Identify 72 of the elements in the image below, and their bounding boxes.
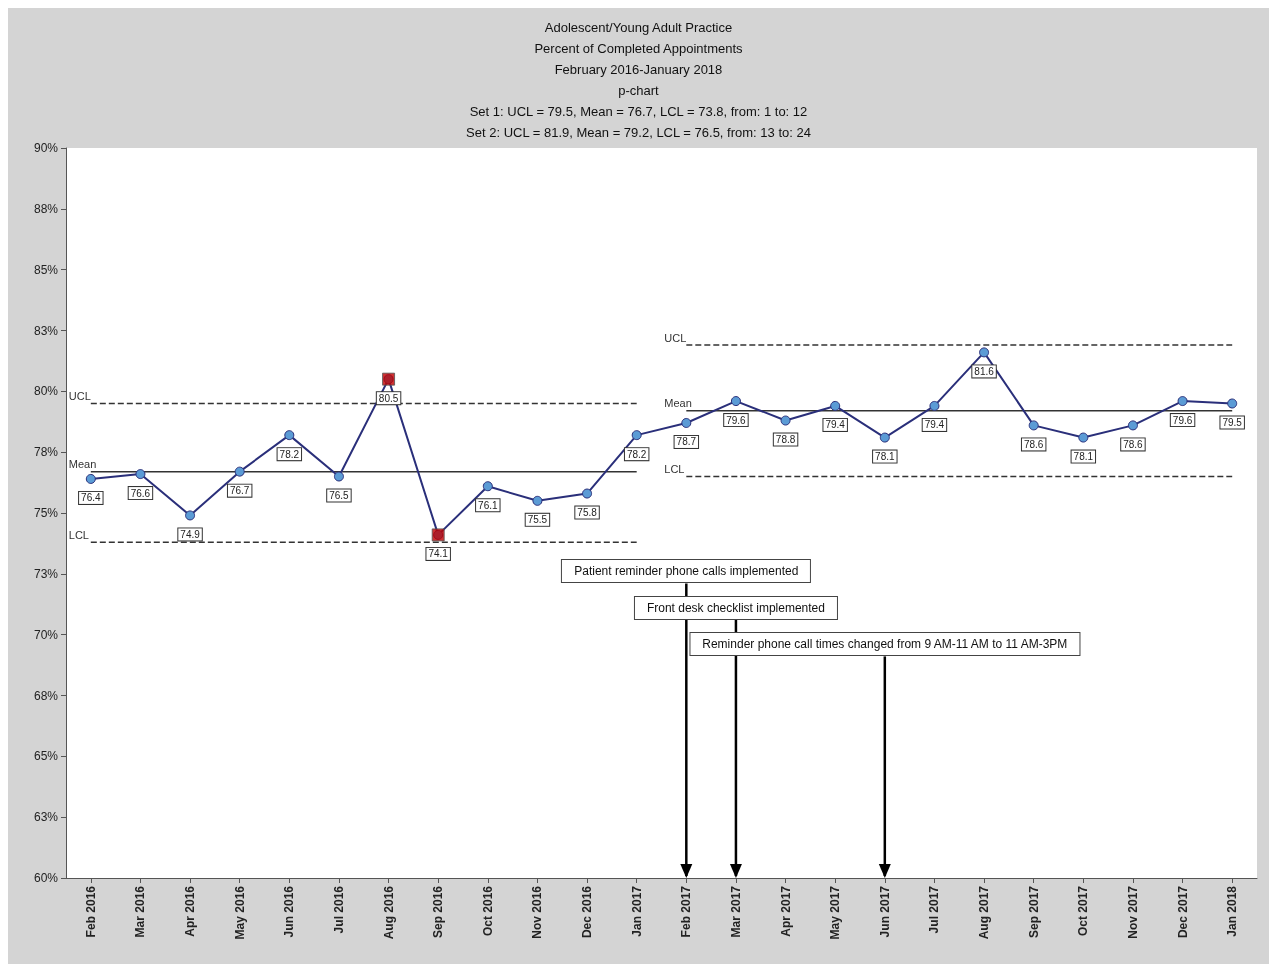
- x-tick-label: Jul 2017: [927, 885, 942, 934]
- x-tick-label: Dec 2016: [580, 885, 595, 939]
- x-tick-label: Sep 2016: [431, 885, 446, 939]
- data-label: 74.9: [180, 528, 201, 540]
- y-tick-label: 88%: [33, 201, 59, 216]
- x-tick-label: May 2016: [232, 885, 247, 940]
- x-tick-label: Aug 2016: [381, 885, 396, 940]
- data-label: 78.7: [676, 436, 697, 448]
- series-label: UCL: [664, 331, 687, 344]
- y-tick-label: 63%: [33, 810, 59, 825]
- data-label: 78.2: [279, 448, 300, 460]
- data-label: 79.6: [1172, 414, 1193, 426]
- x-tick-label: Feb 2017: [679, 885, 694, 938]
- data-label: 78.6: [1023, 438, 1044, 450]
- x-tick-label: Jan 2018: [1225, 885, 1240, 937]
- series-label: Mean: [68, 458, 97, 471]
- series-label: LCL: [68, 528, 89, 541]
- ref-line-label: Patient reminder phone calls implemented: [561, 559, 812, 584]
- x-tick-label: Jan 2017: [629, 885, 644, 937]
- x-tick-label: Jun 2017: [877, 885, 892, 938]
- y-tick-label: 75%: [33, 506, 59, 520]
- y-tick-label: 78%: [33, 445, 59, 460]
- data-label: 78.6: [1123, 438, 1144, 450]
- data-label: 76.1: [478, 499, 498, 511]
- ref-line-label: Front desk checklist implemented: [633, 595, 838, 620]
- data-label: 76.6: [130, 487, 151, 499]
- series-label: LCL: [664, 463, 685, 475]
- x-tick-label: Oct 2016: [480, 885, 495, 937]
- series-label: Mean: [664, 397, 692, 410]
- x-tick-label: Jun 2016: [282, 885, 297, 938]
- data-label: 79.4: [924, 419, 945, 431]
- y-tick-label: 68%: [33, 688, 59, 703]
- y-tick-label: 83%: [33, 323, 59, 338]
- ref-line-label: Reminder phone call times changed from 9 AM-11 AM to 11 AM-3PM: [689, 632, 1081, 657]
- data-label: 80.5: [378, 392, 399, 404]
- x-tick-label: Apr 2017: [778, 885, 793, 937]
- x-tick-label: May 2017: [828, 885, 843, 940]
- x-tick-label: Mar 2017: [728, 885, 743, 938]
- x-tick-label: Apr 2016: [183, 885, 198, 937]
- data-label: 78.2: [626, 448, 647, 460]
- data-label: 76.5: [329, 490, 350, 501]
- x-tick-label: Aug 2017: [977, 885, 992, 940]
- series-label: UCL: [68, 390, 91, 402]
- data-label: 74.1: [428, 548, 449, 560]
- y-tick-label: 70%: [33, 627, 59, 642]
- data-label: 79.4: [825, 419, 846, 431]
- x-tick-label: Jul 2016: [331, 885, 346, 934]
- x-tick-label: Dec 2017: [1175, 885, 1190, 939]
- data-label: 76.7: [229, 485, 250, 497]
- data-label: 78.1: [1073, 451, 1094, 463]
- data-label: 78.8: [775, 434, 796, 446]
- x-tick-label: Oct 2017: [1076, 885, 1091, 937]
- chart-subtitle: Percent of Completed Appointments February 2016-January 2018 p-chart Set 1: UCL = 79.5, Mean = 76.7, LCL = 73.8, from: 1 to: 12 Set 2: UCL = 81.9, Mean = 79.2, LCL = 76.5, from: 13 to: 24: [466, 41, 811, 140]
- chart-title: Adolescent/Young Adult Practice: [544, 20, 733, 35]
- y-tick-label: 90%: [33, 141, 59, 155]
- y-tick-label: 65%: [33, 749, 59, 764]
- y-tick-label: 73%: [33, 566, 59, 581]
- data-label: 76.4: [81, 492, 101, 504]
- x-tick-label: Feb 2016: [83, 885, 98, 938]
- x-tick-label: Sep 2017: [1026, 885, 1041, 939]
- x-tick-label: Nov 2016: [530, 885, 545, 939]
- data-label: 81.6: [974, 365, 995, 377]
- y-tick-label: 80%: [33, 384, 59, 399]
- y-tick-label: 60%: [33, 871, 59, 885]
- x-tick-label: Nov 2017: [1125, 885, 1140, 939]
- data-label: 78.1: [875, 451, 895, 463]
- data-label: 75.8: [577, 507, 598, 519]
- data-label: 79.5: [1222, 417, 1243, 428]
- y-tick-label: 85%: [33, 262, 59, 277]
- data-label: 75.5: [527, 514, 548, 526]
- x-tick-label: Mar 2016: [133, 885, 148, 938]
- data-label: 79.6: [726, 414, 747, 426]
